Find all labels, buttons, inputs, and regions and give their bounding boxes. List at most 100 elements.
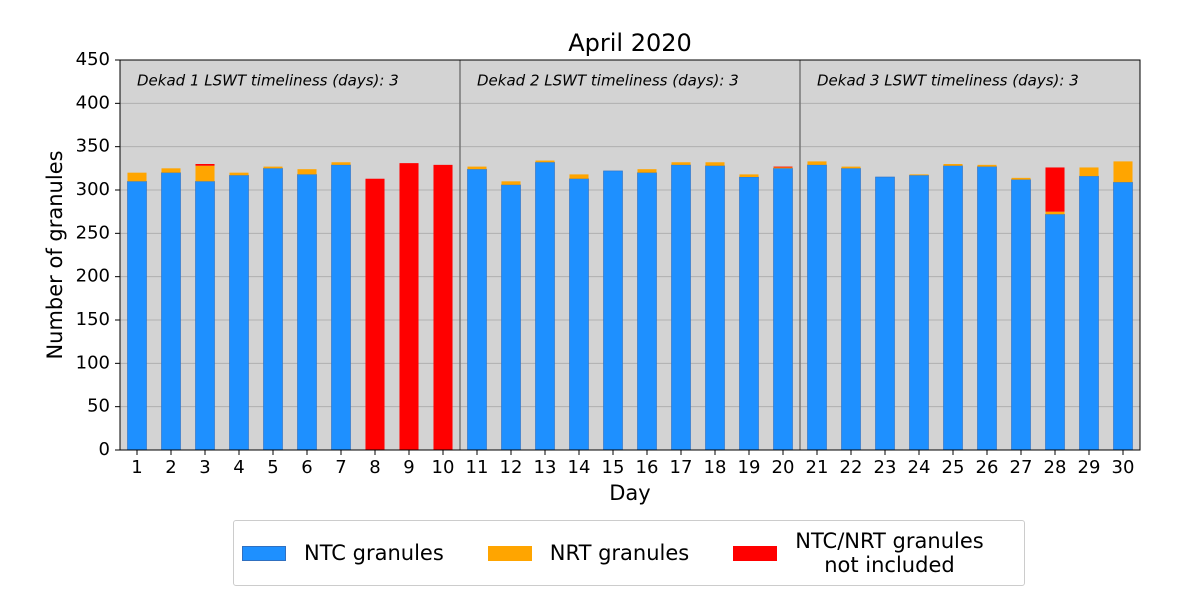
y-tick-label: 100 <box>76 352 110 373</box>
bar-segment <box>1045 211 1065 215</box>
bar-segment <box>297 169 317 175</box>
bar-segment <box>875 176 895 451</box>
x-tick-label: 4 <box>233 457 244 478</box>
bar-segment <box>909 174 929 176</box>
bar-segment <box>909 174 929 451</box>
y-tick-label: 300 <box>76 179 110 200</box>
legend-swatch <box>733 545 778 561</box>
bar-segment <box>1113 181 1133 451</box>
x-tick-label: 23 <box>874 457 897 478</box>
x-tick-label: 17 <box>670 457 693 478</box>
bar-segment <box>535 161 555 451</box>
bar-segment <box>977 166 997 451</box>
x-tick-label: 20 <box>772 457 795 478</box>
bar-segment <box>637 169 657 173</box>
x-tick-label: 19 <box>738 457 761 478</box>
y-tick-label: 0 <box>99 439 110 460</box>
bar-segment <box>331 164 351 451</box>
bar-segment <box>943 164 963 166</box>
bar-segment <box>229 172 249 176</box>
legend-label: NRT granules <box>549 541 690 565</box>
annotation: Dekad 3 LSWT timeliness (days): 3 <box>817 72 1079 90</box>
bar-segment <box>195 181 215 451</box>
bar-segment <box>263 166 283 169</box>
x-tick-label: 24 <box>908 457 931 478</box>
bar-segment <box>297 174 317 451</box>
legend-swatch <box>242 545 286 561</box>
bar-segment <box>569 178 589 451</box>
x-tick-label: 2 <box>165 457 176 478</box>
x-tick-label: 6 <box>301 457 312 478</box>
bar-segment <box>671 164 691 451</box>
bar-segment <box>807 164 827 451</box>
legend-swatch <box>487 545 532 561</box>
bar-segment <box>705 162 725 166</box>
bar-segment <box>773 166 793 168</box>
y-tick-label: 200 <box>76 266 110 287</box>
y-tick-label: 50 <box>87 396 110 417</box>
bar-segment <box>1079 175 1099 451</box>
x-tick-label: 16 <box>636 457 659 478</box>
x-tick-label: 12 <box>500 457 523 478</box>
bar-segment <box>501 181 521 185</box>
bar-segment <box>229 174 249 451</box>
bar-segment <box>943 165 963 451</box>
legend-item: NTC granules <box>242 541 444 565</box>
y-tick-label: 350 <box>76 136 110 157</box>
bar-segment <box>1113 161 1133 183</box>
bar-segment <box>739 176 759 451</box>
y-axis-label: Number of granules <box>43 150 67 359</box>
x-tick-label: 1 <box>131 457 142 478</box>
plot-area <box>120 60 1140 450</box>
bar-segment <box>807 161 827 165</box>
y-tick-label: 250 <box>76 222 110 243</box>
x-tick-label: 15 <box>602 457 625 478</box>
x-tick-label: 22 <box>840 457 863 478</box>
x-tick-label: 13 <box>534 457 557 478</box>
x-tick-label: 5 <box>267 457 278 478</box>
annotation: Dekad 1 LSWT timeliness (days): 3 <box>137 72 399 90</box>
bar-segment <box>433 164 453 450</box>
bar-segment <box>161 168 181 173</box>
x-tick-label: 21 <box>806 457 829 478</box>
bar-segment <box>603 170 623 451</box>
bar-segment <box>501 184 521 451</box>
annotation: Dekad 2 LSWT timeliness (days): 3 <box>477 72 739 90</box>
bar-segment <box>671 162 691 165</box>
bar-segment <box>1011 177 1031 180</box>
bar-segment <box>365 178 385 450</box>
x-tick-label: 14 <box>568 457 591 478</box>
bar-segment <box>535 160 555 163</box>
bar-segment <box>127 181 147 451</box>
x-tick-label: 26 <box>976 457 999 478</box>
bar-segment <box>773 168 793 451</box>
x-tick-label: 10 <box>432 457 455 478</box>
chart-title: April 2020 <box>568 29 692 57</box>
bar-segment <box>467 168 487 451</box>
x-tick-label: 18 <box>704 457 727 478</box>
x-tick-label: 27 <box>1010 457 1033 478</box>
legend-item: NTC/NRT granules not included <box>733 529 984 577</box>
x-tick-label: 3 <box>199 457 210 478</box>
bar-segment <box>569 174 589 179</box>
bar-segment <box>263 168 283 451</box>
bar-segment <box>1011 179 1031 451</box>
bar-segment <box>331 162 351 165</box>
bar-segment <box>195 165 215 182</box>
bar-segment <box>841 166 861 169</box>
bar-segment <box>773 167 793 169</box>
bar-segment <box>637 172 657 451</box>
legend-label: NTC granules <box>304 541 444 565</box>
legend: NTC granules NRT granules NTC/NRT granules… <box>233 520 1025 586</box>
bar-segment <box>1045 213 1065 451</box>
y-tick-label: 150 <box>76 309 110 330</box>
x-tick-label: 30 <box>1112 457 1135 478</box>
x-tick-label: 25 <box>942 457 965 478</box>
x-tick-label: 7 <box>335 457 346 478</box>
legend-item: NRT granules <box>487 541 690 565</box>
y-tick-label: 450 <box>76 49 110 70</box>
x-tick-label: 29 <box>1078 457 1101 478</box>
x-axis-label: Day <box>609 481 650 505</box>
